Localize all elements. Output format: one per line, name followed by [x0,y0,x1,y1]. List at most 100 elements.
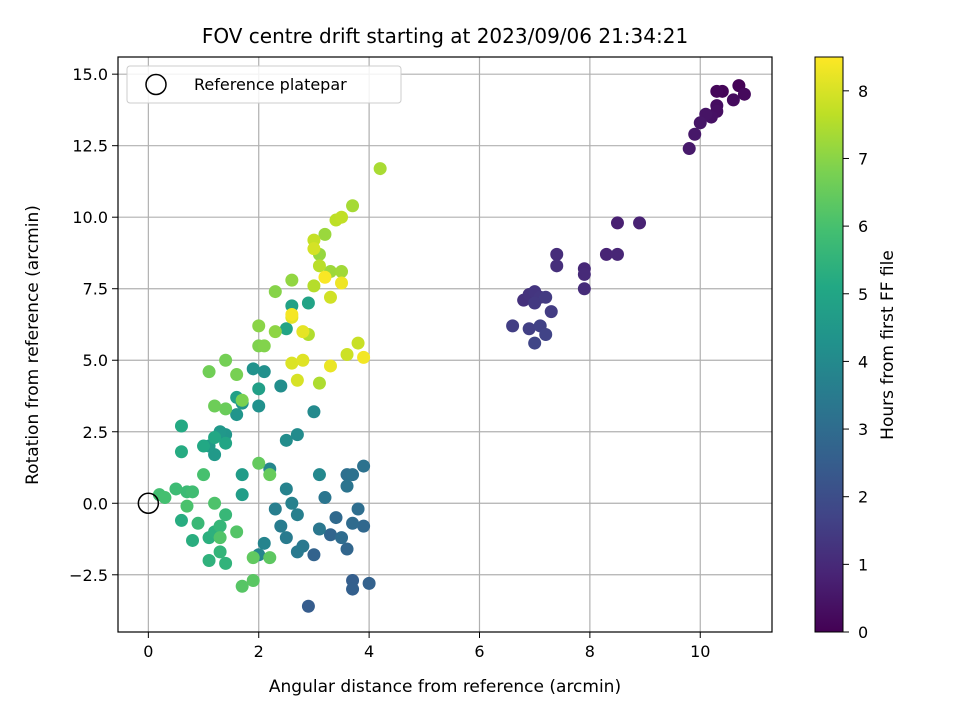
y-axis-label: Rotation from reference (arcmin) [23,205,43,485]
data-point [323,290,337,304]
data-point [550,259,564,273]
data-point [710,84,724,98]
data-point [235,393,249,407]
data-point [301,599,315,613]
y-tick-label: 0.0 [83,494,108,513]
data-point [197,439,211,453]
plot-frame [117,56,773,633]
data-point [279,433,293,447]
data-point [693,116,707,130]
colorbar-tick-label: 2 [858,488,868,507]
data-point [213,545,227,559]
data-point [213,531,227,545]
data-point [550,247,564,261]
data-point [230,525,244,539]
data-point [312,522,326,536]
colorbar-label: Hours from first FF file [878,250,898,440]
colorbar: 0 1 2 3 4 5 6 7 8 Hours from first FF file [814,56,898,642]
data-point [235,468,249,482]
data-point [213,519,227,533]
data-point [726,93,740,107]
data-point [174,445,188,459]
data-point [307,242,321,256]
data-point [296,325,310,339]
data-point [174,513,188,527]
data-point [169,482,183,496]
data-point [301,296,315,310]
data-point [577,267,591,281]
data-point [246,551,260,565]
data-point [312,376,326,390]
x-tick-label: 2 [254,642,264,661]
colorbar-gradient [814,56,844,633]
data-point [335,210,349,224]
data-point [174,419,188,433]
y-axis-ticks: −2.5 0.0 2.5 5.0 7.5 10.0 12.5 15.0 [69,65,118,585]
data-point [274,379,288,393]
colorbar-tick-label: 8 [858,82,868,101]
data-point [252,319,266,333]
data-point [318,491,332,505]
data-point [351,502,365,516]
data-point [539,290,553,304]
data-point [219,436,233,450]
data-point [539,327,553,341]
legend-box [126,65,402,104]
data-point [268,325,282,339]
legend: Reference platepar [126,65,402,104]
data-point [186,485,200,499]
legend-label: Reference platepar [194,75,347,94]
data-point [312,468,326,482]
data-point [279,531,293,545]
data-point [357,459,371,473]
data-point [285,356,299,370]
data-point [318,270,332,284]
data-point [219,508,233,522]
data-point [180,499,194,513]
data-point [197,468,211,482]
data-point [208,399,222,413]
data-point [688,127,702,141]
reference-platepar-marker [137,492,160,515]
data-point [373,162,387,176]
y-tick-label: 12.5 [72,137,108,156]
data-point [252,399,266,413]
data-point [191,516,205,530]
colorbar-tick-label: 4 [858,352,868,371]
data-point [357,350,371,364]
data-point [610,247,624,261]
data-point [290,508,304,522]
data-point [544,305,558,319]
data-point [335,276,349,290]
data-point [208,496,222,510]
data-point [335,265,349,279]
data-point [279,482,293,496]
data-point [219,402,233,416]
data-point [268,502,282,516]
y-tick-label: 10.0 [72,208,108,227]
data-point [268,285,282,299]
colorbar-tick-label: 6 [858,217,868,236]
data-point [252,382,266,396]
data-point [246,574,260,588]
data-point [506,319,520,333]
colorbar-tick-label: 3 [858,420,868,439]
x-tick-label: 0 [143,642,153,661]
data-point [257,339,271,353]
data-point [274,519,288,533]
data-point [158,491,172,505]
data-point [318,227,332,241]
data-point [285,496,299,510]
data-point [346,582,360,596]
data-point [290,545,304,559]
data-point [357,519,371,533]
data-point [230,368,244,382]
colorbar-tick-label: 1 [858,555,868,574]
data-point [296,353,310,367]
data-point [285,273,299,287]
data-point [230,408,244,422]
data-point [279,322,293,336]
data-point [340,479,354,493]
data-point [737,87,751,101]
data-point [346,516,360,530]
